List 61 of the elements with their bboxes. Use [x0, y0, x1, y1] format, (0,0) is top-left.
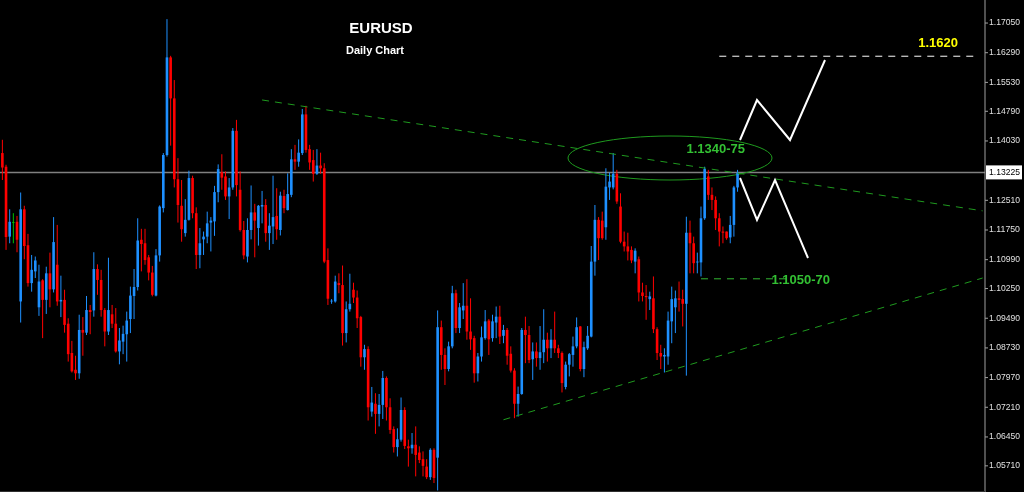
y-tick-label: 1.12510 [989, 194, 1022, 205]
candlestick [600, 211, 604, 241]
candlestick [311, 149, 315, 183]
candlestick [140, 228, 143, 272]
candlestick [524, 316, 527, 364]
y-tick-label: 1.06450 [989, 431, 1022, 442]
candlestick [535, 341, 538, 368]
y-tick-label: 1.07210 [989, 401, 1022, 412]
annotation: 1.1340-75 [686, 141, 745, 157]
y-tick-label: 1.14790 [989, 105, 1022, 116]
y-tick-label: 1.11750 [989, 224, 1021, 235]
candlestick [293, 144, 297, 171]
candlestick [12, 212, 15, 244]
candlestick [597, 216, 600, 261]
candlestick [553, 311, 556, 354]
candlestick [224, 170, 227, 201]
candlestick [85, 295, 88, 336]
candlestick [352, 282, 355, 304]
candlestick [297, 138, 300, 168]
candlestick [253, 203, 257, 258]
candlestick [374, 392, 377, 435]
ref-line-label: 1.13225 [989, 166, 1022, 177]
candlestick [502, 324, 505, 344]
candlestick [333, 275, 337, 304]
y-tick-label: 1.07970 [989, 371, 1022, 382]
y-tick-label: 1.09490 [989, 312, 1022, 323]
candlestick [41, 278, 44, 339]
candlestick [491, 314, 494, 343]
y-tick-label: 1.17050 [989, 17, 1022, 28]
candlestick [674, 290, 677, 334]
candlestick [260, 190, 264, 224]
candlestick [546, 332, 549, 363]
annotation: 1.1620 [918, 35, 958, 51]
candlestick [118, 327, 121, 365]
y-tick-label: 1.10250 [989, 282, 1022, 293]
candlestick [407, 439, 410, 468]
candlestick [275, 187, 278, 241]
y-tick-label: 1.08730 [989, 342, 1022, 353]
candlestick [363, 344, 366, 371]
text: Daily Chart [345, 44, 405, 56]
y-tick-label: 1.14030 [989, 135, 1022, 146]
candlestick [8, 208, 11, 244]
candlestick [151, 265, 154, 297]
candlestick [611, 152, 615, 190]
y-tick-label: 1.16290 [989, 47, 1022, 58]
candlestick [648, 291, 652, 311]
y-tick-label: 1.10990 [989, 254, 1022, 265]
candlestick [564, 361, 567, 390]
y-tick-label: 1.15530 [989, 76, 1022, 87]
candlestick [125, 311, 129, 363]
candlestick [30, 254, 33, 293]
candlestick [447, 341, 450, 372]
text: EURUSD [349, 19, 413, 36]
candlestick [414, 425, 417, 477]
candlestick [107, 257, 110, 336]
candlestick [677, 281, 681, 313]
y-tick-label: 1.05710 [989, 460, 1022, 471]
annotation: 1.1050-70 [771, 272, 830, 288]
candlestick [370, 386, 374, 418]
candlestick [717, 212, 721, 247]
candlestick [458, 302, 461, 334]
